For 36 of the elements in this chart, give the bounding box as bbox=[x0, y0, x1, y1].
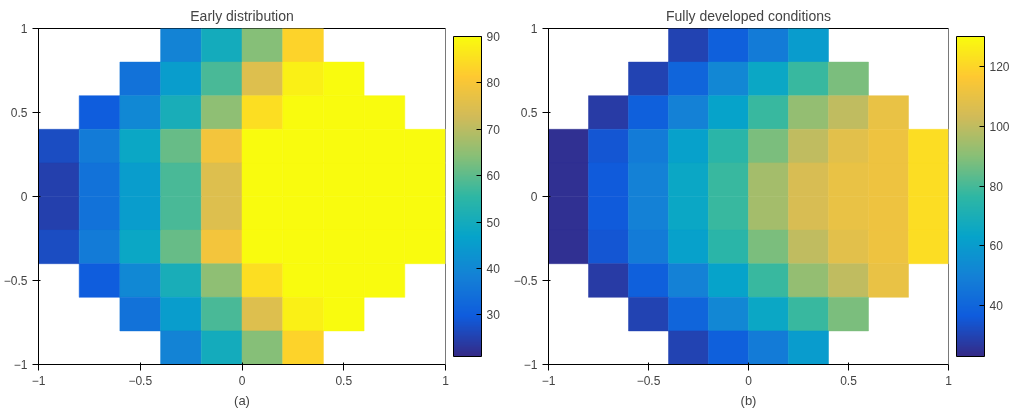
text: (b) bbox=[740, 392, 757, 408]
y-tick-label: 1 bbox=[530, 22, 538, 36]
color-bar-label: 50 bbox=[486, 215, 501, 230]
y-tick-label: 0 bbox=[530, 190, 538, 204]
color-bar-label: 120 bbox=[989, 59, 1010, 74]
color-bar-label: 40 bbox=[486, 261, 501, 276]
chart-title: Early distribution bbox=[190, 7, 294, 24]
y-tick-label: −0.5 bbox=[513, 274, 538, 288]
y-tick-label: −0.5 bbox=[3, 274, 28, 288]
color-bar-label: 90 bbox=[486, 30, 501, 44]
x-tick-label: −1 bbox=[541, 373, 556, 388]
x-tick-label: 0.5 bbox=[335, 373, 353, 388]
color-bar-label: 100 bbox=[989, 119, 1010, 134]
x-tick-label: 1 bbox=[945, 373, 953, 388]
color-bar-label: 80 bbox=[486, 76, 501, 91]
color-bar-label: 30 bbox=[486, 308, 501, 323]
x-tick-label: 0 bbox=[238, 373, 246, 388]
x-tick-label: 0 bbox=[745, 373, 753, 388]
y-tick-label: 0.5 bbox=[10, 106, 28, 120]
color-bar-label: 60 bbox=[486, 169, 501, 184]
chart-title: Fully developed conditions bbox=[666, 7, 831, 24]
color-bar-label: 60 bbox=[989, 239, 1004, 254]
x-tick-label: 0.5 bbox=[840, 373, 858, 388]
x-tick-label: 1 bbox=[442, 373, 450, 388]
color-bar-label: 80 bbox=[989, 179, 1004, 194]
x-tick-label: −0.5 bbox=[128, 373, 153, 388]
y-tick-label: 1 bbox=[20, 22, 28, 36]
y-tick-label: 0 bbox=[20, 190, 28, 204]
y-tick-label: −1 bbox=[523, 358, 538, 372]
y-tick-label: −1 bbox=[13, 358, 28, 372]
y-tick-label: 0.5 bbox=[520, 106, 538, 120]
color-bar-label: 40 bbox=[989, 299, 1004, 314]
x-tick-label: −1 bbox=[31, 373, 46, 388]
text: (a) bbox=[234, 392, 250, 408]
color-bar-label: 70 bbox=[486, 122, 501, 137]
x-tick-label: −0.5 bbox=[636, 373, 661, 388]
